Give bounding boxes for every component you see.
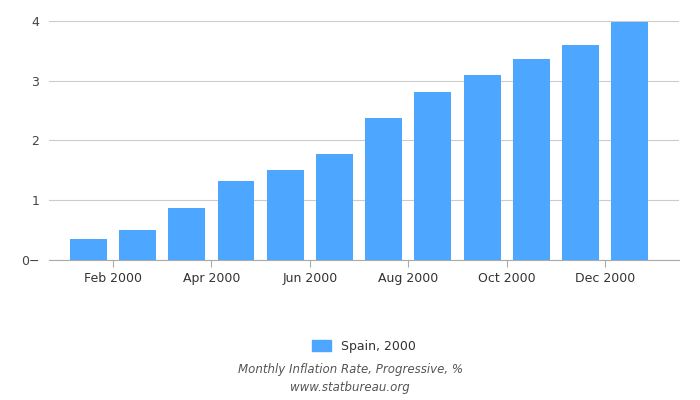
Text: Monthly Inflation Rate, Progressive, %: Monthly Inflation Rate, Progressive, % (237, 364, 463, 376)
Bar (169, 208, 205, 260)
Bar (513, 59, 550, 260)
Bar (414, 92, 452, 260)
Bar (365, 118, 402, 260)
Bar (119, 230, 156, 260)
Bar (611, 22, 648, 260)
Bar (70, 239, 107, 260)
Bar (463, 75, 500, 260)
Bar (218, 180, 255, 260)
Legend: Spain, 2000: Spain, 2000 (307, 335, 421, 358)
Bar (316, 154, 353, 260)
Bar (267, 170, 304, 260)
Bar (562, 45, 599, 260)
Text: www.statbureau.org: www.statbureau.org (290, 382, 410, 394)
